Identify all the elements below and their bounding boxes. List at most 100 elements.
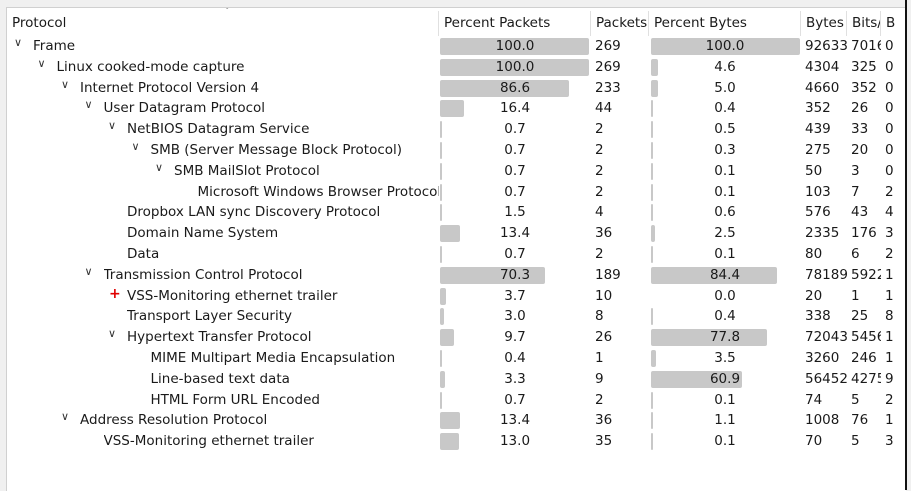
percent-packets-bar bbox=[440, 38, 589, 55]
chevron-down-icon[interactable]: ∨ bbox=[154, 160, 164, 174]
header-percent-packets[interactable]: Percent Packets bbox=[439, 11, 591, 36]
percent-packets-bar bbox=[440, 412, 460, 430]
percent-packets-cell: 3.3 bbox=[439, 369, 591, 390]
chevron-down-icon[interactable]: ∨ bbox=[37, 56, 46, 70]
table-row[interactable]: ∨ Transmission Control Protocol 70.3 189 8… bbox=[7, 265, 906, 286]
percent-packets-value: 13.4 bbox=[499, 412, 531, 429]
percent-packets-bar bbox=[440, 183, 442, 201]
percent-packets-cell: 100.0 bbox=[439, 57, 591, 78]
percent-bytes-cell: 77.8 bbox=[649, 327, 801, 348]
bytes-cell: 50 bbox=[805, 162, 823, 179]
packets-cell: 189 bbox=[595, 266, 621, 283]
header-percent-bytes[interactable]: Percent Bytes bbox=[649, 11, 801, 36]
table-row[interactable]: Line-based text data 3.39 60.95645242759 bbox=[7, 369, 906, 390]
chevron-down-icon[interactable]: ∨ bbox=[13, 36, 23, 49]
percent-bytes-value: 0.6 bbox=[714, 204, 736, 221]
table-row[interactable]: ∨ Linux cooked-mode capture 100.0 269 4.6 4… bbox=[7, 57, 906, 78]
percent-bytes-bar bbox=[651, 370, 742, 388]
percent-bytes-value: 4.6 bbox=[714, 58, 736, 75]
percent-packets-cell: 3.7 bbox=[439, 286, 591, 307]
percent-packets-value: 3.3 bbox=[504, 370, 526, 387]
header-bits-per-second[interactable]: Bits/s bbox=[847, 11, 881, 36]
percent-packets-bar bbox=[440, 100, 465, 118]
percent-bytes-cell: 84.4 bbox=[649, 265, 801, 286]
table-row[interactable]: HTML Form URL Encoded 0.7 2 0.1 74 5 2 bbox=[7, 390, 906, 411]
table-row[interactable]: ∨ SMB MailSlot Protocol 0.7 2 0.1 50 3 0 bbox=[7, 161, 906, 182]
b-cell: 1 bbox=[885, 287, 894, 304]
chevron-down-icon[interactable]: ∨ bbox=[84, 98, 93, 112]
percent-bytes-cell: 60.9 bbox=[649, 369, 801, 390]
protocol-name: Hypertext Transfer Protocol bbox=[127, 329, 312, 346]
percent-packets-bar bbox=[440, 58, 589, 76]
percent-packets-value: 13.4 bbox=[499, 225, 531, 242]
table-row[interactable]: VSS-Monitoring ethernet trailer 3.7 10 0.… bbox=[7, 286, 906, 307]
header-bytes[interactable]: Bytes bbox=[801, 11, 847, 36]
packets-cell: 44 bbox=[595, 100, 613, 117]
percent-packets-cell: 0.7 bbox=[439, 161, 591, 182]
protocol-name: VSS-Monitoring ethernet trailer bbox=[127, 287, 338, 304]
b-cell: 3 bbox=[885, 433, 894, 450]
table-row[interactable]: ∨ NetBIOS Datagram Service 0.7 2 0.5 439 33 0 bbox=[7, 119, 906, 140]
percent-bytes-bar bbox=[651, 433, 653, 451]
table-row[interactable]: ∨ Address Resolution Protocol 13.4 36 1.1 1… bbox=[7, 410, 906, 431]
bits-per-second-cell: 5456 bbox=[851, 329, 881, 346]
percent-packets-cell: 9.7 bbox=[439, 327, 591, 348]
percent-packets-value: 0.7 bbox=[504, 246, 526, 262]
b-cell: 0 bbox=[885, 121, 894, 138]
table-row[interactable]: ∨ User Datagram Protocol 16.4 44 0.4 352 26 0 bbox=[7, 98, 906, 119]
header-protocol[interactable]: Protocol bbox=[7, 11, 439, 36]
bytes-cell: 275 bbox=[805, 142, 831, 158]
window-border bbox=[905, 0, 907, 490]
protocol-name: Internet Protocol Version 4 bbox=[80, 79, 260, 96]
percent-packets-bar bbox=[440, 329, 455, 347]
chevron-down-icon[interactable]: ∨ bbox=[107, 327, 117, 341]
protocol-name: SMB (Server Message Block Protocol) bbox=[150, 142, 403, 158]
percent-packets-bar bbox=[440, 370, 445, 388]
percent-bytes-value: 0.1 bbox=[714, 433, 736, 450]
percent-bytes-value: 2.5 bbox=[714, 225, 736, 242]
chevron-down-icon[interactable]: ∨ bbox=[107, 119, 117, 133]
percent-packets-value: 13.0 bbox=[499, 433, 531, 450]
bytes-cell: 72043 bbox=[805, 329, 847, 346]
bytes-cell: 20 bbox=[805, 287, 823, 304]
table-row[interactable]: VSS-Monitoring ethernet trailer 13.0 35 0… bbox=[7, 431, 906, 452]
protocol-name: VSS-Monitoring ethernet trailer bbox=[103, 433, 314, 450]
b-cell: 3 bbox=[885, 225, 894, 242]
table-row[interactable]: Dropbox LAN sync Discovery Protocol 1.5 4… bbox=[7, 202, 906, 223]
percent-packets-cell: 70.3 bbox=[439, 265, 591, 286]
chevron-down-icon[interactable]: ∨ bbox=[60, 410, 70, 424]
table-row[interactable]: ∨ Internet Protocol Version 4 86.6 233 5.0… bbox=[7, 78, 906, 99]
percent-packets-cell: 0.7 bbox=[439, 390, 591, 411]
table-row[interactable]: Transport Layer Security 3.0 8 0.4 338 25 8 bbox=[7, 306, 906, 327]
percent-bytes-bar bbox=[651, 308, 653, 326]
protocol-name: Microsoft Windows Browser Protocol bbox=[197, 183, 440, 200]
table-row[interactable]: Domain Name System 13.4 36 2.5 2335 176 3 bbox=[7, 223, 906, 244]
table-row[interactable]: ∨ Frame 100.0 269 100.0 9263370160 bbox=[7, 36, 906, 57]
chevron-down-icon[interactable]: ∨ bbox=[84, 264, 93, 278]
bits-per-second-cell: 1 bbox=[851, 287, 860, 304]
chevron-down-icon[interactable]: ∨ bbox=[131, 140, 140, 153]
percent-packets-cell: 0.7 bbox=[439, 140, 591, 161]
percent-bytes-cell: 0.3 bbox=[649, 140, 801, 161]
table-row[interactable]: Data 0.7 2 0.1 80 6 2 bbox=[7, 244, 906, 265]
percent-packets-bar bbox=[440, 308, 445, 326]
chevron-down-icon[interactable]: ∨ bbox=[60, 77, 70, 91]
header-packets[interactable]: Packets bbox=[591, 11, 649, 36]
table-row[interactable]: ∨ SMB (Server Message Block Protocol) 0.7… bbox=[7, 140, 906, 161]
percent-packets-value: 0.7 bbox=[504, 162, 526, 179]
b-cell: 0 bbox=[885, 100, 894, 117]
bits-per-second-cell: 5 bbox=[851, 391, 860, 408]
percent-bytes-cell: 0.4 bbox=[649, 306, 801, 327]
protocol-hierarchy-tree[interactable]: ⌄ Protocol Percent Packets Packets Perce… bbox=[6, 7, 906, 491]
percent-bytes-value: 60.9 bbox=[709, 370, 741, 387]
table-row[interactable]: Microsoft Windows Browser Protocol 0.7 2 … bbox=[7, 182, 906, 203]
header-b[interactable]: B bbox=[881, 11, 906, 36]
percent-packets-bar bbox=[440, 391, 442, 409]
percent-bytes-bar bbox=[651, 204, 653, 222]
b-cell: 1 bbox=[885, 412, 894, 429]
table-row[interactable]: MIME Multipart Media Encapsulation 0.4 1 … bbox=[7, 348, 906, 369]
percent-bytes-cell: 2.5 bbox=[649, 223, 801, 244]
percent-packets-value: 0.7 bbox=[504, 391, 526, 408]
percent-bytes-cell: 0.1 bbox=[649, 390, 801, 411]
table-row[interactable]: ∨ Hypertext Transfer Protocol 9.7 26 77.8 7… bbox=[7, 327, 906, 348]
